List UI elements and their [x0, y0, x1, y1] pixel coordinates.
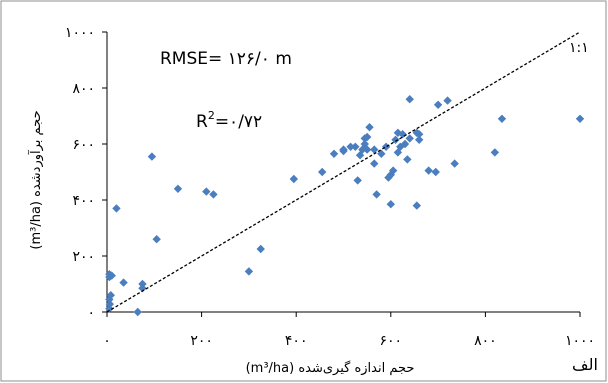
data-point: [147, 152, 157, 161]
data-point: [381, 142, 391, 151]
data-point: [372, 190, 381, 199]
data-point: [138, 284, 147, 293]
data-point: [289, 174, 299, 184]
y-tick-label: ۸۰۰: [72, 81, 95, 97]
data-point: [450, 159, 459, 168]
data-point: [400, 139, 410, 149]
x-tick-label: ۰: [103, 333, 111, 349]
data-point: [575, 114, 585, 123]
data-point: [105, 299, 115, 309]
reference-line-group: [106, 31, 581, 313]
data-point: [490, 148, 500, 157]
data-point: [244, 267, 254, 276]
data-point: [377, 149, 386, 158]
data-point: [256, 244, 265, 254]
data-point: [105, 270, 114, 279]
data-point: [152, 235, 161, 244]
data-point: [329, 149, 339, 158]
data-point: [318, 167, 327, 177]
data-point: [391, 135, 400, 144]
x-tick-label: ۶۰۰: [380, 333, 403, 349]
data-point: [105, 304, 114, 313]
data-point: [412, 201, 422, 210]
data-point: [362, 132, 372, 142]
data-point: [386, 200, 395, 209]
r2-prefix: R: [196, 112, 208, 132]
r2-superscript: 2: [208, 109, 215, 122]
y-axis-title: حجم برآوردشده (m³/ha): [27, 110, 44, 249]
axes: [102, 31, 581, 317]
data-point: [370, 159, 379, 168]
data-point: [433, 100, 443, 109]
data-point: [362, 145, 372, 154]
data-point: [133, 307, 142, 317]
y-tick-label: ۴۰۰: [72, 193, 95, 209]
data-point: [119, 278, 128, 287]
y-tick-label: ۱۰۰۰: [65, 25, 95, 41]
data-point: [173, 184, 183, 193]
data-point: [346, 142, 355, 151]
data-point: [414, 135, 424, 144]
data-points: [105, 95, 585, 317]
x-tick-label: ۸۰۰: [474, 333, 497, 349]
data-point: [112, 204, 121, 213]
data-point: [202, 187, 211, 196]
r2-value: =۰/۷۲: [215, 112, 262, 132]
data-point: [351, 142, 360, 151]
y-tick-label: ۶۰۰: [72, 137, 95, 153]
y-tick-label: ۰: [87, 305, 95, 321]
one-to-one-line: [106, 31, 581, 313]
x-tick-label: ۱۰۰۰: [565, 333, 595, 349]
y-tick-label: ۲۰۰: [72, 249, 95, 265]
data-point: [497, 114, 507, 123]
r2-annotation: R2=۰/۷۲: [196, 109, 262, 132]
x-tick-label: ۴۰۰: [285, 333, 308, 349]
x-tick-label: ۲۰۰: [190, 333, 213, 349]
data-point: [388, 166, 398, 175]
data-point: [424, 166, 433, 175]
data-point: [443, 96, 452, 105]
data-point: [403, 155, 412, 164]
data-point: [209, 190, 218, 199]
rmse-annotation: RMSE= ۱۲۶/۰ m: [160, 49, 292, 69]
one-to-one-label: ۱:۱: [569, 40, 589, 56]
data-point: [365, 123, 374, 132]
data-point: [353, 176, 362, 185]
panel-label: الف: [572, 355, 598, 374]
data-point: [106, 291, 115, 300]
data-point: [431, 167, 440, 177]
data-point: [405, 134, 414, 143]
x-axis-title: حجم اندازه گیری‌شده (m³/ha): [246, 360, 415, 376]
data-point: [414, 130, 424, 139]
data-point: [370, 145, 379, 154]
tick-labels: ۰ ۲۰۰ ۴۰۰ ۶۰۰ ۸۰۰ ۱۰۰۰ ۰ ۲۰۰ ۴۰۰ ۶۰۰ ۸۰۰ ۱۰۰۰: [65, 25, 595, 349]
data-point: [405, 95, 414, 104]
data-point: [339, 145, 348, 154]
